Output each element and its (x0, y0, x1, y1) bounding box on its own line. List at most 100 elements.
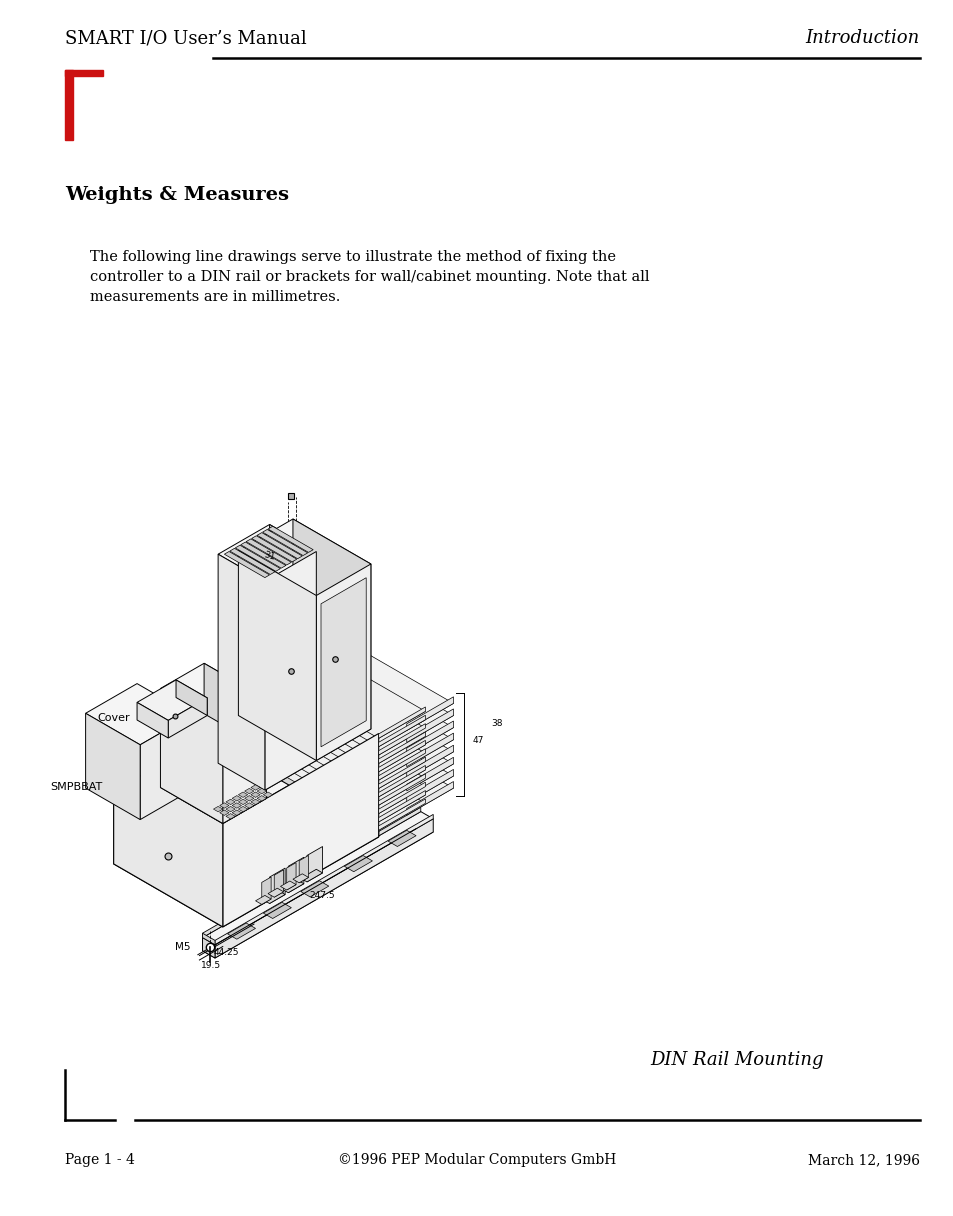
Polygon shape (270, 741, 425, 831)
Polygon shape (238, 806, 248, 812)
Polygon shape (263, 902, 291, 918)
Polygon shape (227, 923, 255, 939)
Polygon shape (160, 688, 223, 823)
Polygon shape (285, 717, 453, 815)
Polygon shape (285, 646, 453, 743)
Polygon shape (218, 554, 265, 790)
Polygon shape (256, 788, 266, 794)
Polygon shape (176, 680, 207, 715)
Polygon shape (160, 663, 266, 725)
Polygon shape (140, 715, 192, 820)
Polygon shape (255, 895, 271, 905)
Polygon shape (202, 938, 214, 958)
Polygon shape (251, 799, 260, 805)
Polygon shape (378, 749, 425, 781)
Polygon shape (344, 856, 372, 872)
Polygon shape (378, 706, 425, 738)
Polygon shape (244, 788, 253, 794)
Polygon shape (219, 810, 229, 816)
Text: 38: 38 (491, 720, 502, 728)
Polygon shape (270, 524, 316, 760)
Polygon shape (218, 733, 316, 790)
Polygon shape (270, 682, 425, 772)
Polygon shape (378, 799, 425, 831)
Polygon shape (65, 71, 73, 140)
Text: DIN Rail Mounting: DIN Rail Mounting (649, 1051, 822, 1069)
Polygon shape (268, 527, 313, 552)
Polygon shape (378, 773, 425, 805)
Polygon shape (299, 855, 308, 883)
Polygon shape (232, 810, 241, 816)
Text: Page 1 - 4: Page 1 - 4 (65, 1153, 134, 1167)
Polygon shape (232, 803, 241, 809)
Polygon shape (378, 758, 425, 788)
Polygon shape (270, 698, 425, 788)
Text: Introduction: Introduction (805, 29, 919, 47)
Polygon shape (113, 773, 378, 927)
Polygon shape (223, 699, 266, 823)
Polygon shape (213, 806, 223, 812)
Polygon shape (256, 533, 302, 558)
Polygon shape (251, 792, 260, 798)
Text: 47: 47 (472, 736, 483, 744)
Polygon shape (226, 806, 235, 812)
Polygon shape (406, 745, 453, 778)
Polygon shape (300, 880, 329, 897)
Polygon shape (378, 732, 425, 764)
Polygon shape (293, 874, 308, 883)
Polygon shape (232, 795, 241, 801)
Polygon shape (202, 811, 420, 951)
Polygon shape (406, 770, 453, 803)
Polygon shape (204, 663, 266, 798)
Text: The following line drawings serve to illustrate the method of fixing the: The following line drawings serve to ill… (90, 250, 616, 264)
Polygon shape (244, 803, 253, 809)
Text: SMPBBAT: SMPBBAT (51, 782, 102, 792)
Polygon shape (137, 680, 207, 720)
Polygon shape (113, 760, 223, 927)
Polygon shape (230, 548, 274, 574)
Text: measurements are in millimetres.: measurements are in millimetres. (90, 289, 340, 304)
Text: 31: 31 (263, 551, 276, 562)
Polygon shape (270, 868, 285, 903)
Polygon shape (282, 880, 304, 893)
Polygon shape (256, 795, 266, 801)
Polygon shape (65, 71, 103, 77)
Polygon shape (406, 721, 453, 755)
Polygon shape (238, 519, 371, 596)
Polygon shape (223, 733, 378, 927)
Polygon shape (263, 891, 285, 903)
Polygon shape (238, 685, 371, 760)
Polygon shape (261, 877, 271, 905)
Polygon shape (86, 683, 192, 745)
Polygon shape (168, 698, 207, 738)
Polygon shape (238, 799, 248, 805)
Polygon shape (293, 519, 371, 730)
Text: 247.5: 247.5 (310, 890, 335, 900)
Text: March 12, 1996: March 12, 1996 (807, 1153, 919, 1167)
Polygon shape (270, 665, 425, 755)
Polygon shape (287, 862, 295, 890)
Polygon shape (285, 705, 453, 803)
Polygon shape (406, 697, 453, 731)
Polygon shape (406, 733, 453, 767)
Polygon shape (263, 792, 273, 798)
Polygon shape (265, 552, 316, 790)
Polygon shape (270, 715, 425, 805)
Polygon shape (214, 818, 433, 958)
Polygon shape (270, 724, 425, 814)
Polygon shape (235, 545, 280, 572)
Polygon shape (113, 670, 270, 863)
Text: controller to a DIN rail or brackets for wall/cabinet mounting. Note that all: controller to a DIN rail or brackets for… (90, 270, 649, 285)
Text: SMART I/O User’s Manual: SMART I/O User’s Manual (65, 29, 307, 47)
Polygon shape (238, 551, 316, 760)
Polygon shape (274, 869, 283, 897)
Polygon shape (226, 799, 235, 805)
Polygon shape (240, 542, 286, 568)
Polygon shape (202, 933, 214, 945)
Polygon shape (262, 529, 308, 556)
Polygon shape (288, 857, 304, 893)
Polygon shape (268, 888, 283, 897)
Polygon shape (270, 674, 425, 764)
Text: 19.5: 19.5 (201, 962, 221, 970)
Polygon shape (244, 795, 253, 801)
